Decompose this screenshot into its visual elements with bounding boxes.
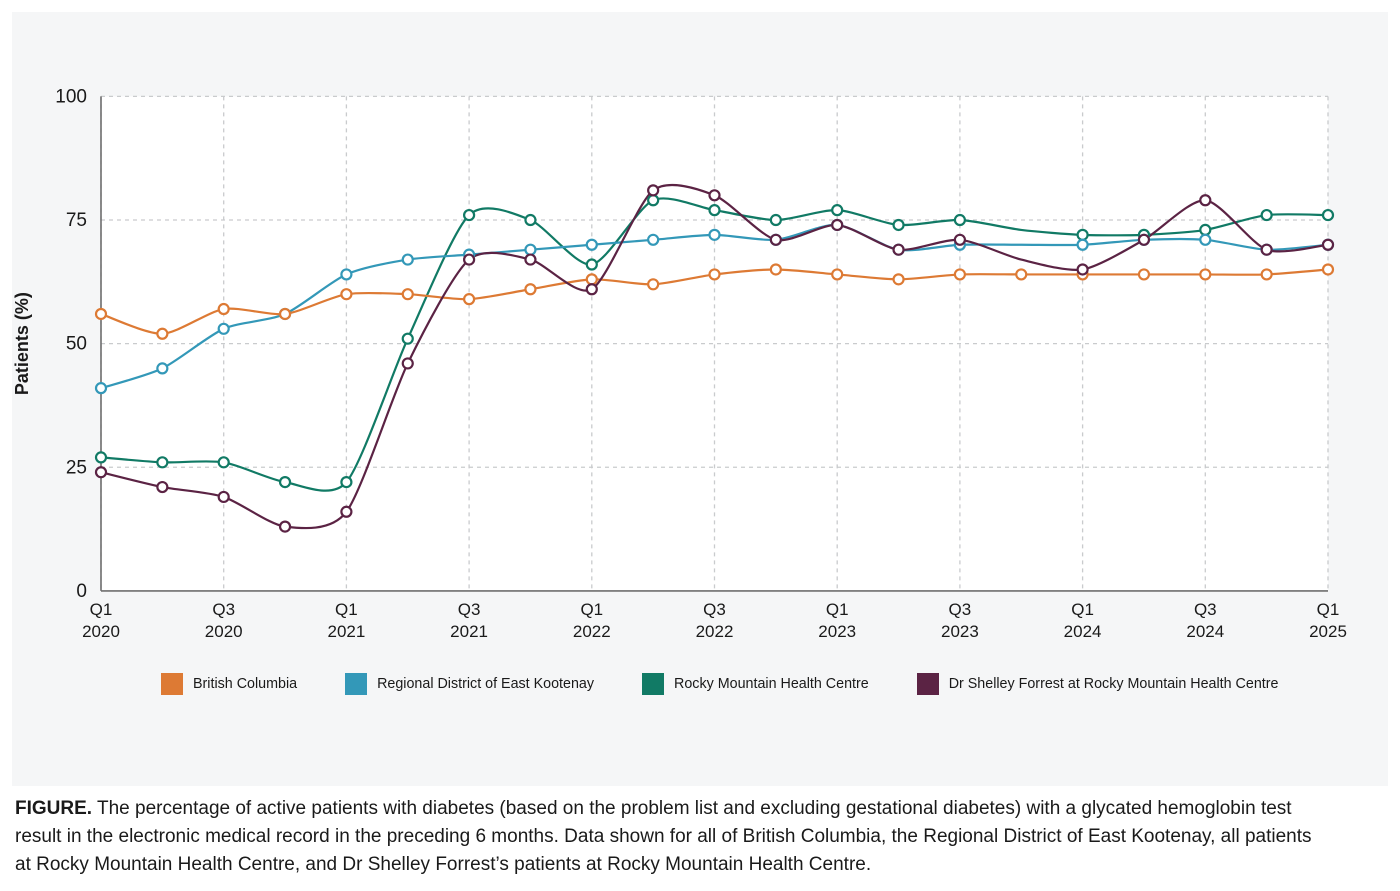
svg-text:2020: 2020 (82, 622, 120, 641)
svg-text:0: 0 (76, 581, 87, 602)
svg-text:Q1: Q1 (580, 600, 603, 619)
svg-text:Q3: Q3 (212, 600, 235, 619)
svg-text:Q3: Q3 (949, 600, 972, 619)
svg-text:2025: 2025 (1309, 622, 1347, 641)
svg-text:Q3: Q3 (1194, 600, 1217, 619)
svg-text:Q1: Q1 (826, 600, 849, 619)
svg-text:Q3: Q3 (458, 600, 481, 619)
svg-text:2022: 2022 (696, 622, 734, 641)
svg-text:2021: 2021 (327, 622, 365, 641)
svg-text:Q1: Q1 (335, 600, 358, 619)
svg-text:100: 100 (55, 86, 87, 107)
svg-text:2023: 2023 (941, 622, 979, 641)
svg-text:2020: 2020 (205, 622, 243, 641)
svg-text:75: 75 (66, 210, 87, 231)
svg-text:Q1: Q1 (90, 600, 113, 619)
svg-text:2022: 2022 (573, 622, 611, 641)
svg-text:2024: 2024 (1064, 622, 1102, 641)
svg-text:2023: 2023 (818, 622, 856, 641)
svg-text:Q1: Q1 (1071, 600, 1094, 619)
svg-text:2024: 2024 (1186, 622, 1224, 641)
svg-text:Patients (%): Patients (%) (12, 292, 32, 395)
svg-text:50: 50 (66, 334, 87, 355)
svg-text:Q1: Q1 (1317, 600, 1340, 619)
svg-text:2021: 2021 (450, 622, 488, 641)
svg-text:25: 25 (66, 457, 87, 478)
svg-text:Q3: Q3 (703, 600, 726, 619)
